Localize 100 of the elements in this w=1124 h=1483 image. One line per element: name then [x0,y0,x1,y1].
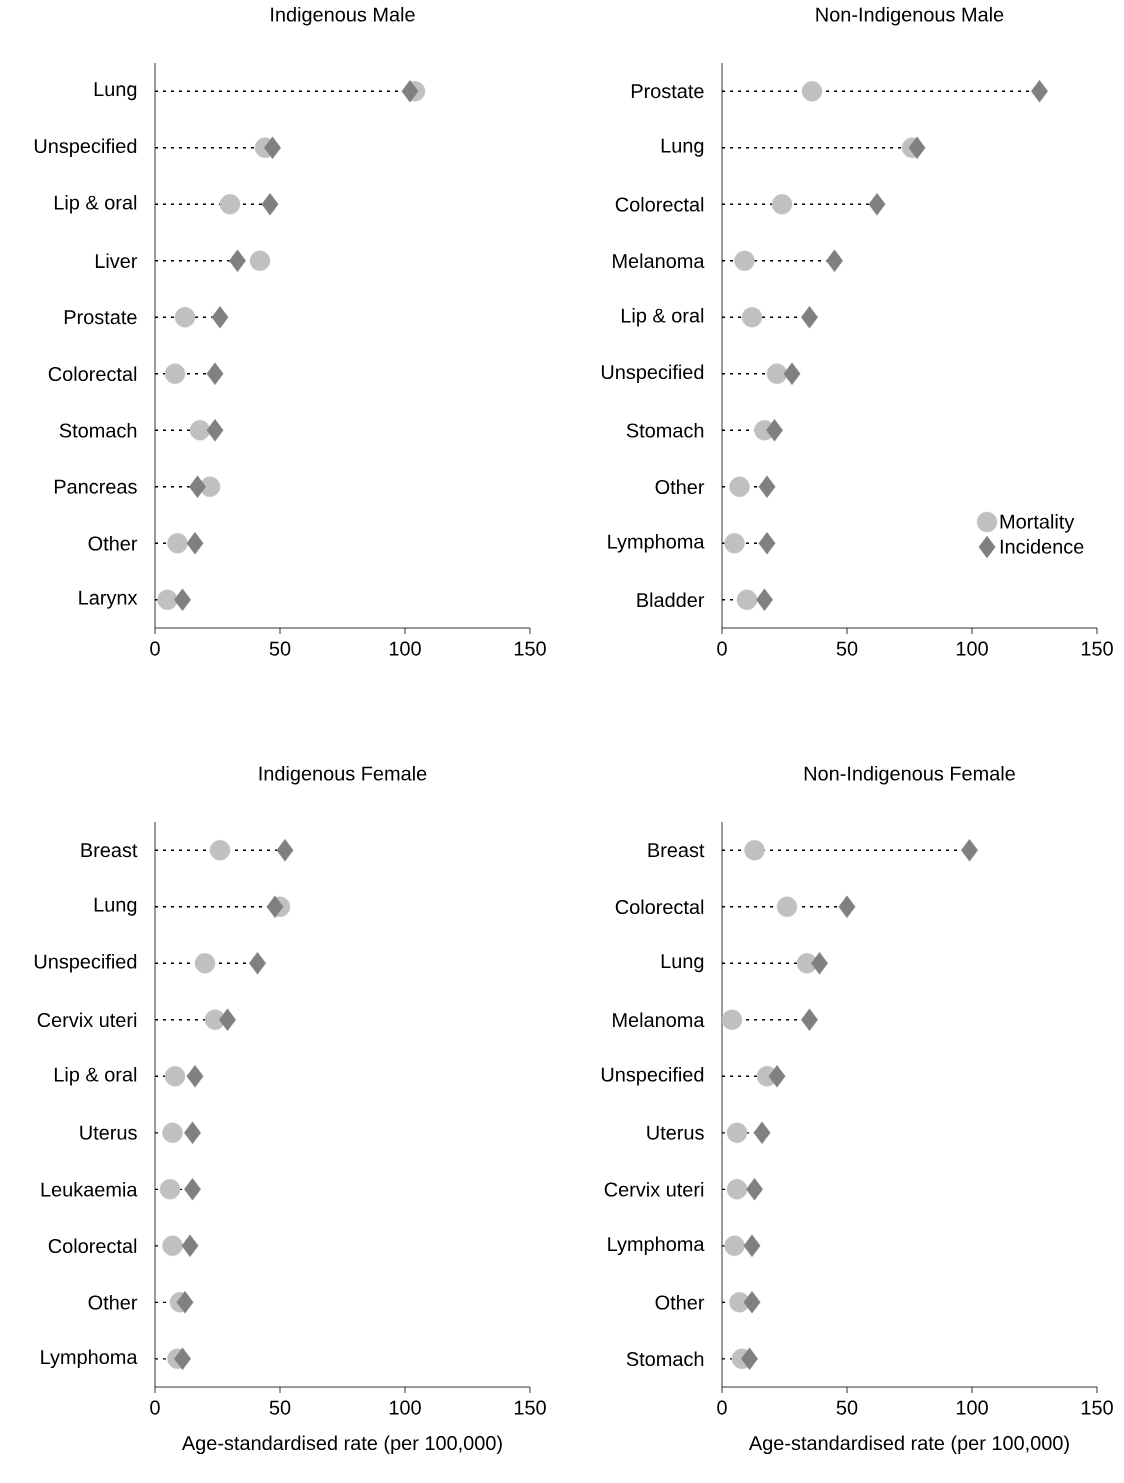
x-tick-label: 100 [389,1400,421,1415]
y-tick-label: Other [655,1294,705,1310]
point [162,1235,183,1256]
point [758,532,776,555]
point [189,420,211,441]
point [157,589,178,610]
point [908,136,926,159]
point [194,953,216,974]
x-tick-label: 100 [389,641,421,656]
y-tick-label: Lymphoma [608,1236,705,1256]
chart-title: Indigenous Male [271,6,415,26]
chart-title: Non-Indigenous Male [816,6,1004,26]
y-tick-label: Stomach [626,1351,704,1367]
point [276,839,294,862]
x-axis-title: Age-standardised rate (per 100,000) [748,1435,1069,1455]
legend-label: Incidence [1000,539,1084,554]
y-tick-label: Lip & oral [621,307,704,327]
point [744,840,765,861]
x-tick-label: 100 [956,641,988,656]
chart-title: Non-Indigenous Female [804,765,1015,785]
point [724,1235,745,1256]
point [768,1065,786,1088]
y-tick-label: Liver [95,253,138,269]
x-tick-label: 0 [150,1400,160,1415]
y-tick-label: Cervix uteri [37,1012,137,1028]
y-tick-label: Larynx [79,590,138,609]
y-tick-label: Prostate [64,310,137,325]
point [174,307,196,328]
point [261,193,279,216]
point [766,419,783,442]
point [174,1347,191,1370]
y-tick-label: Unspecified [34,138,137,158]
point [721,1009,743,1030]
y-tick-label: Uterus [647,1125,704,1140]
point [729,476,750,497]
point [868,193,886,216]
y-tick-label: Unspecified [601,1066,704,1086]
legend-label: Mortality [1000,514,1075,533]
point [186,532,204,555]
y-tick-label: Lymphoma [41,1349,138,1369]
y-tick-label: Uterus [80,1125,137,1140]
point [249,250,271,271]
point [206,419,224,442]
point [184,1121,201,1144]
y-tick-label: Lung [94,82,137,101]
y-tick-label: Other [655,479,705,495]
point [724,533,745,554]
y-tick-label: Melanoma [613,1012,705,1028]
y-tick-label: Breast [648,843,705,858]
y-tick-label: Lymphoma [608,533,705,553]
x-tick-label: 50 [836,641,858,656]
x-tick-label: 150 [514,1400,546,1415]
x-tick-label: 50 [836,1400,858,1415]
x-tick-label: 100 [956,1400,988,1415]
y-tick-label: Lip & oral [54,1066,137,1086]
x-tick-label: 0 [717,1400,727,1415]
y-tick-label: Pancreas [54,479,137,494]
y-tick-label: Cervix uteri [604,1181,704,1197]
y-tick-label: Unspecified [34,953,137,973]
point [801,81,823,102]
point [229,249,246,272]
point [776,896,798,917]
y-tick-label: Breast [81,843,138,858]
x-tick-label: 50 [269,1400,291,1415]
x-tick-label: 150 [514,641,546,656]
point [766,363,788,384]
point [811,952,828,975]
point [167,533,188,554]
point [264,136,281,159]
point [176,1291,194,1314]
y-tick-label: Colorectal [615,899,704,915]
point [743,1291,761,1314]
point [741,1347,758,1370]
point [189,475,206,498]
y-tick-label: Colorectal [48,1238,137,1254]
point [961,839,978,862]
y-tick-label: Unspecified [601,364,704,384]
y-tick-label: Other [88,1294,138,1310]
point [206,362,224,385]
x-tick-label: 0 [150,641,160,656]
y-tick-label: Lung [94,897,137,916]
point [219,1008,236,1031]
point [164,1066,186,1087]
y-tick-label: Stomach [626,422,704,438]
y-tick-label: Melanoma [613,253,705,269]
point [266,895,284,918]
point [801,306,818,329]
point [174,588,191,611]
point [1031,80,1048,103]
y-tick-label: Colorectal [615,196,704,212]
y-tick-label: Lip & oral [54,194,137,214]
point [801,1008,818,1031]
point [771,194,793,215]
y-tick-label: Leukaemia [41,1181,138,1197]
chart-title: Indigenous Female [259,765,427,785]
point [726,1122,748,1143]
point [758,475,776,498]
point [209,840,231,861]
point [756,588,773,611]
x-tick-label: 0 [717,641,727,656]
